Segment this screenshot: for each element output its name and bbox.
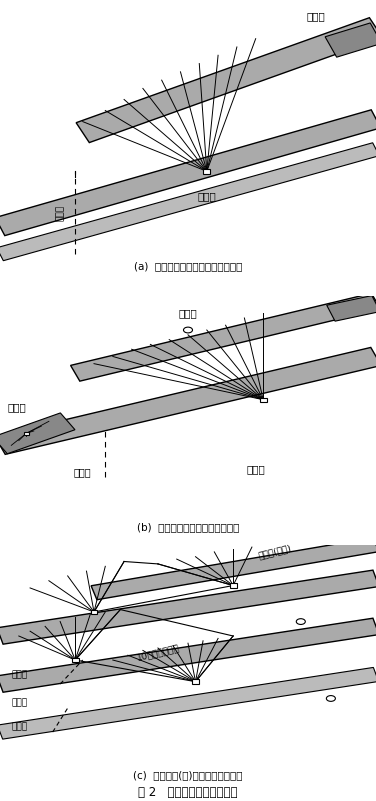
Polygon shape xyxy=(325,23,376,57)
Text: 泄压线: 泄压线 xyxy=(11,723,27,732)
Polygon shape xyxy=(0,110,376,235)
Text: (c)  顺序向上(下)开采依次保护模式: (c) 顺序向上(下)开采依次保护模式 xyxy=(133,771,243,780)
Text: 运输巷: 运输巷 xyxy=(11,698,27,708)
Polygon shape xyxy=(0,348,376,454)
Polygon shape xyxy=(0,570,376,644)
Bar xyxy=(192,679,199,684)
Text: 高抽巷: 高抽巷 xyxy=(179,308,197,318)
Circle shape xyxy=(183,327,193,333)
Polygon shape xyxy=(0,618,376,692)
Text: 10煤关键保护层: 10煤关键保护层 xyxy=(136,643,180,662)
Circle shape xyxy=(296,618,305,625)
Polygon shape xyxy=(0,413,75,453)
Text: (b)  近距离开采上保护层抽采模式: (b) 近距离开采上保护层抽采模式 xyxy=(137,522,239,532)
Bar xyxy=(72,658,79,662)
Text: (a)  重复开采下保护层远程泄压模式: (a) 重复开采下保护层远程泄压模式 xyxy=(134,261,242,271)
Text: 底抽巷: 底抽巷 xyxy=(197,191,216,201)
Polygon shape xyxy=(71,293,376,381)
Text: 底抽巷: 底抽巷 xyxy=(246,465,265,474)
Bar xyxy=(203,169,210,174)
Circle shape xyxy=(326,695,335,702)
Text: 顶抽巷: 顶抽巷 xyxy=(8,402,26,412)
Text: 尾抽巷: 尾抽巷 xyxy=(306,11,325,22)
Text: 图 2   煤与瓦斯共采改进模式: 图 2 煤与瓦斯共采改进模式 xyxy=(138,787,238,799)
Text: 回风巷(留巷): 回风巷(留巷) xyxy=(257,543,292,561)
Bar xyxy=(91,610,97,614)
Bar xyxy=(23,432,29,435)
Polygon shape xyxy=(91,537,376,600)
Bar xyxy=(230,583,237,588)
Text: 泄压线: 泄压线 xyxy=(11,670,27,679)
Text: 泄压线: 泄压线 xyxy=(74,467,91,477)
Polygon shape xyxy=(327,296,376,321)
Polygon shape xyxy=(0,143,376,260)
Text: 泄压线: 泄压线 xyxy=(56,205,65,221)
Polygon shape xyxy=(76,18,376,143)
Bar xyxy=(260,397,267,402)
Polygon shape xyxy=(0,667,376,739)
